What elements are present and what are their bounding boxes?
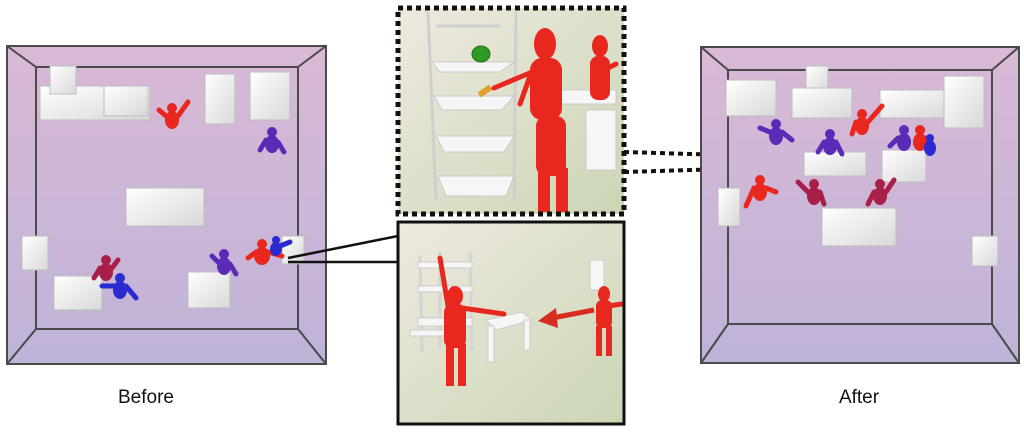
human-figure-icon [257,127,287,155]
bottle-object [477,84,493,98]
human-figure-icon [91,255,121,281]
zoom-panel-top [395,5,627,217]
human-figure-icon [270,236,293,256]
right-shelf [281,235,305,265]
human-figure-icon [865,177,897,207]
zoom-bottom-frame [396,220,626,426]
before-caption: Before [118,387,174,408]
after-room-walls [700,46,1020,364]
zoom-top-dotted-frame [395,5,627,217]
human-figure-icon [156,99,191,129]
appliance-box-2 [103,85,149,117]
after-room-furniture [717,65,999,267]
human-figure-icon [437,255,507,386]
solid-connector-lines [287,234,399,264]
human-figure-icon [99,273,139,301]
zoom-panel-bottom [396,220,626,426]
human-figure-icon [924,134,936,156]
shelf-unit-top [426,11,518,201]
after-caption: After [838,387,880,408]
before-room-view [6,45,327,365]
appliance-box-1 [49,65,77,95]
center-table [125,187,205,227]
human-figure-icon [795,179,827,207]
before-room-walls [6,45,327,365]
left-shelf [21,235,49,271]
human-figure-icon [743,175,779,209]
human-figure-icon [596,286,625,356]
before-room-furniture [21,65,305,311]
after-humans [743,103,936,209]
human-figure-icon [491,28,568,212]
human-figure-icon [887,125,911,151]
before-humans [91,99,293,301]
after-room-view [700,46,1020,364]
cabinet-right-1 [204,73,236,125]
cabinet-right-2 [249,71,291,121]
human-figure-icon [209,249,239,277]
human-figure-icon [815,129,845,157]
small-table-left [53,275,103,311]
red-arrow-icon [538,307,595,328]
small-table-center [187,271,231,309]
human-figure-icon [757,119,795,145]
human-figure-icon [849,103,885,137]
human-figure-icon [590,35,619,100]
plant-icon [471,45,491,63]
